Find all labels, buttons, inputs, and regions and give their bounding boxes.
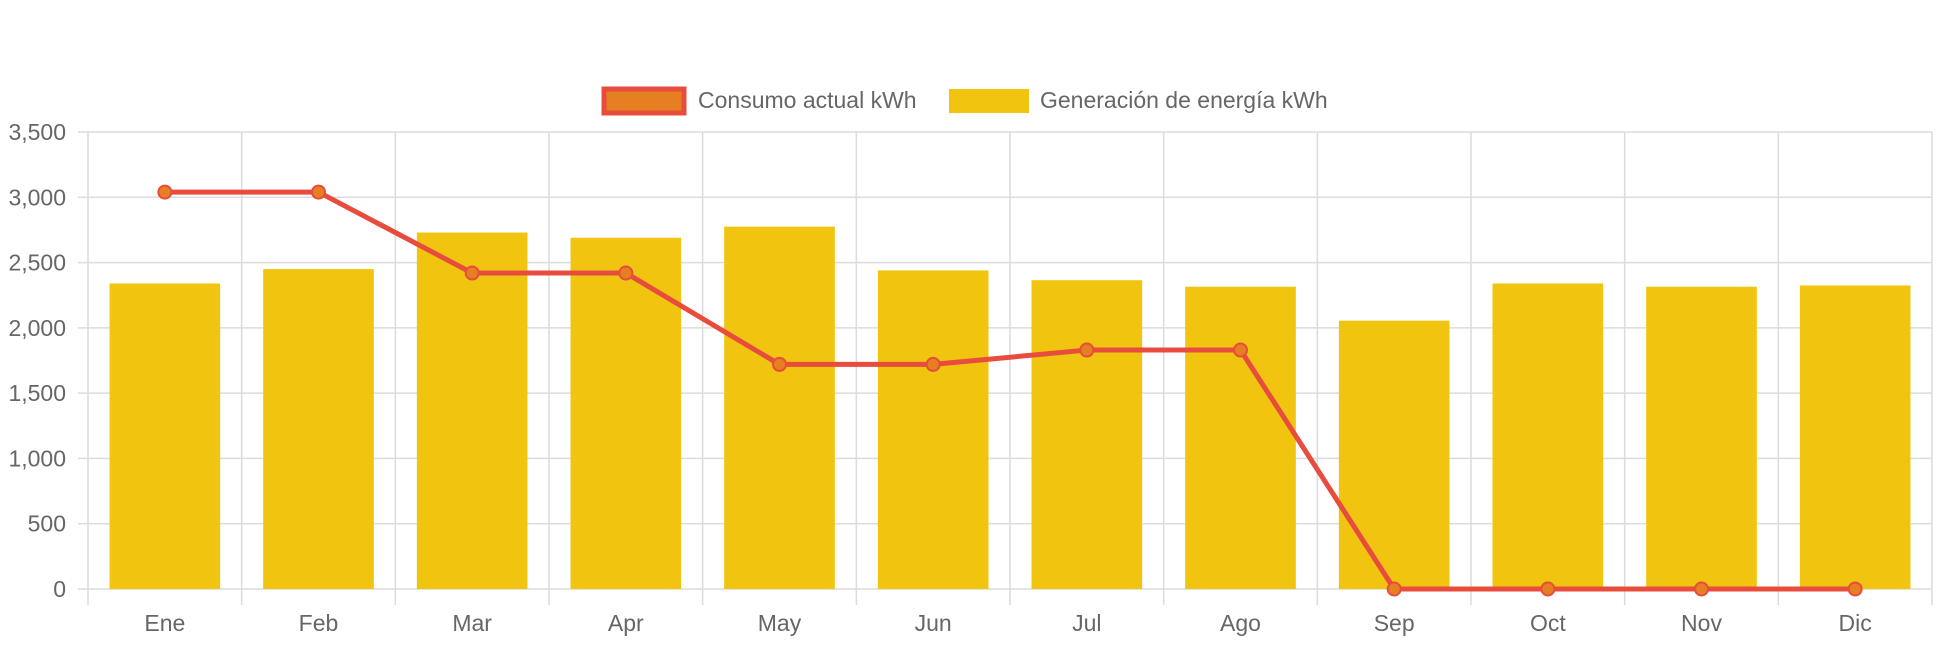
y-tick-label: 1,500	[8, 380, 66, 406]
x-tick-label: Ago	[1220, 610, 1261, 636]
line-point-sep[interactable]	[1386, 581, 1402, 597]
bar-nov[interactable]	[1646, 286, 1757, 589]
line-series	[157, 184, 1863, 597]
y-tick-label: 3,000	[8, 184, 66, 210]
x-tick-label: Feb	[299, 610, 339, 636]
x-tick-label: Ene	[144, 610, 185, 636]
legend[interactable]: Consumo actual kWh Generación de energía …	[601, 86, 1328, 116]
line-point-dic[interactable]	[1847, 581, 1863, 597]
line-point-ago[interactable]	[1233, 342, 1248, 358]
legend-item-consumo[interactable]: Consumo actual kWh	[601, 86, 917, 116]
legend-label-consumo: Consumo actual kWh	[698, 87, 917, 113]
y-tick-label: 1,000	[8, 445, 66, 471]
x-tick-label: May	[758, 610, 802, 636]
bar-jun[interactable]	[877, 270, 989, 589]
line-point-oct[interactable]	[1540, 581, 1556, 597]
line-point-jul[interactable]	[1079, 342, 1095, 358]
x-tick-label: Dic	[1839, 610, 1872, 636]
y-tick-label: 2,500	[8, 250, 66, 276]
line-point-apr[interactable]	[618, 265, 634, 281]
legend-swatch-consumo	[601, 86, 687, 116]
line-point-jun[interactable]	[925, 356, 941, 372]
line-point-feb[interactable]	[311, 184, 326, 200]
line-point-ene[interactable]	[157, 184, 173, 200]
line-point-may[interactable]	[772, 356, 787, 372]
x-tick-label: Apr	[608, 610, 644, 636]
bar-series	[109, 226, 1911, 590]
legend-swatch-generacion	[949, 89, 1029, 113]
x-axis: Ene Feb Mar Apr May Jun Jul Ago Sep Oct Nov Dic	[144, 610, 1871, 636]
line-point-nov[interactable]	[1694, 581, 1709, 597]
bar-feb[interactable]	[263, 269, 374, 589]
bar-ene[interactable]	[109, 283, 221, 589]
legend-label-generacion: Generación de energía kWh	[1040, 87, 1328, 113]
x-tick-label: Sep	[1374, 610, 1415, 636]
bar-sep[interactable]	[1338, 320, 1450, 589]
x-tick-label: Jul	[1072, 610, 1101, 636]
bar-oct[interactable]	[1492, 283, 1604, 589]
y-tick-label: 500	[28, 511, 66, 537]
bar-mar[interactable]	[416, 232, 528, 590]
x-tick-label: Mar	[452, 610, 492, 636]
line-point-mar[interactable]	[464, 265, 480, 281]
x-tick-label: Oct	[1530, 610, 1566, 636]
y-tick-label: 2,000	[8, 315, 66, 341]
grid	[78, 131, 1933, 605]
y-tick-label: 0	[53, 576, 66, 602]
x-tick-label: Nov	[1681, 610, 1722, 636]
x-tick-label: Jun	[915, 610, 952, 636]
consumo-line	[162, 189, 1858, 592]
bar-dic[interactable]	[1799, 285, 1911, 589]
y-tick-label: 3,500	[8, 119, 66, 145]
bar-may[interactable]	[724, 226, 835, 589]
bar-apr[interactable]	[570, 237, 682, 589]
bar-ago[interactable]	[1185, 286, 1296, 589]
y-axis: 0 500 1,000 1,500 2,000 2,500 3,000 3,500	[8, 119, 66, 602]
bar-jul[interactable]	[1031, 280, 1143, 589]
legend-item-generacion[interactable]: Generación de energía kWh	[949, 87, 1328, 113]
